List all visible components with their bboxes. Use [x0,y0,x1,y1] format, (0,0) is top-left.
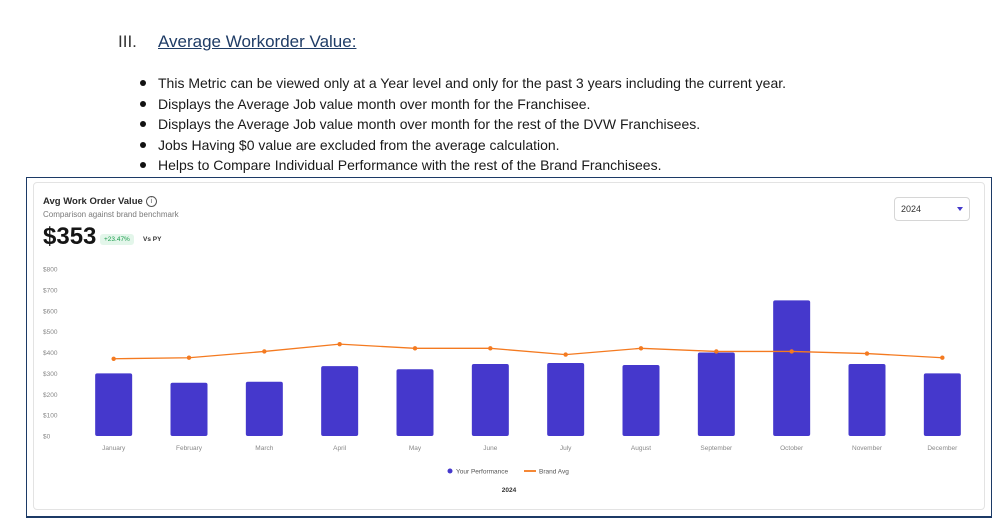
brand-avg-point [864,351,870,356]
bar [547,362,585,436]
x-tick-label: July [560,445,572,452]
year-select[interactable]: 2024 [894,197,970,221]
x-tick-label: February [176,445,203,452]
y-tick-label: $800 [43,267,58,274]
change-badge: +23.47% [100,234,134,245]
brand-avg-point [186,355,192,360]
brand-avg-point [563,352,568,357]
bullet-dot-icon [140,121,146,127]
card-title-text: Avg Work Order Value [43,196,143,208]
bar [471,363,509,436]
x-tick-label: December [927,445,958,452]
x-tick-label: November [852,445,883,452]
bullet-dot-icon [140,100,146,107]
bullet-list: This Metric can be viewed only at a Year… [140,73,786,176]
legend-performance-marker [447,468,453,474]
y-tick-label: $200 [43,392,58,399]
x-tick-label: March [255,445,273,452]
bullet-text: Jobs Having $0 value are excluded from t… [158,136,560,153]
brand-avg-point [714,349,719,354]
x-tick-label: January [102,445,126,452]
chart-card: Avg Work Order Value i Comparison against… [33,182,985,510]
y-tick-label: $100 [43,413,58,420]
x-tick-label: April [333,445,347,452]
section-number: III. [118,32,137,51]
bar [697,352,735,436]
bullet-item: Displays the Average Job value month ove… [140,114,786,135]
bullet-text: Displays the Average Job value month ove… [158,95,591,112]
brand-avg-line [113,343,943,360]
legend-brand-label: Brand Avg [539,469,569,476]
brand-avg-point [940,355,945,360]
bar [396,369,434,436]
bar [95,373,133,436]
x-axis-title: 2024 [502,487,517,494]
bullet-dot-icon [140,141,146,148]
brand-avg-point [262,349,267,354]
y-tick-label: $0 [43,434,51,441]
y-tick-label: $300 [43,371,58,378]
bar [622,365,660,436]
y-tick-label: $700 [43,287,58,294]
y-tick-label: $500 [43,329,58,336]
brand-avg-point [638,346,644,351]
bullet-dot-icon [140,162,146,168]
section-heading: III. Average Workorder Value: [118,32,356,52]
bar [773,300,811,436]
brand-avg-point [337,341,342,347]
brand-avg-point [488,346,493,351]
bullet-text: Displays the Average Job value month ove… [158,116,701,132]
brand-avg-point [111,356,116,361]
card-title: Avg Work Order Value i [43,196,157,207]
bar [848,363,886,436]
bar [170,382,208,436]
metric-value: $353 [43,223,97,250]
bullet-item: Helps to Compare Individual Performance … [140,155,786,176]
brand-avg-point [412,346,418,351]
bar-line-chart: $0 $100 $200 $300 $400 $500 $600 $700 $800 Januar… [43,267,961,494]
bullet-dot-icon [140,80,146,86]
y-tick-label: $600 [43,308,58,315]
bullet-item: This Metric can be viewed only at a Year… [140,73,786,94]
bullet-item: Displays the Average Job value month ove… [140,94,786,115]
screenshot-frame: Avg Work Order Value i Comparison against… [26,177,992,518]
x-tick-label: October [780,445,804,452]
x-tick-label: September [700,445,733,452]
brand-avg-point [789,349,794,354]
x-tick-label: June [483,445,497,452]
chevron-down-icon [957,207,963,211]
x-tick-label: May [409,445,422,452]
bar [923,373,961,436]
bar [245,381,283,436]
x-tick-label: August [631,445,651,452]
bar [321,366,359,436]
year-select-value: 2024 [901,204,922,214]
card-subtitle: Comparison against brand benchmark [43,210,179,219]
legend-performance-label: Your Performance [456,469,509,476]
bullet-item: Jobs Having $0 value are excluded from t… [140,135,786,156]
info-icon[interactable]: i [145,196,157,207]
bullet-text: This Metric can be viewed only at a Year… [158,75,787,91]
comparison-label: Vs PY [143,236,162,243]
y-tick-label: $400 [43,350,58,357]
section-title: Average Workorder Value: [158,32,357,51]
bullet-text: Helps to Compare Individual Performance … [158,157,662,173]
